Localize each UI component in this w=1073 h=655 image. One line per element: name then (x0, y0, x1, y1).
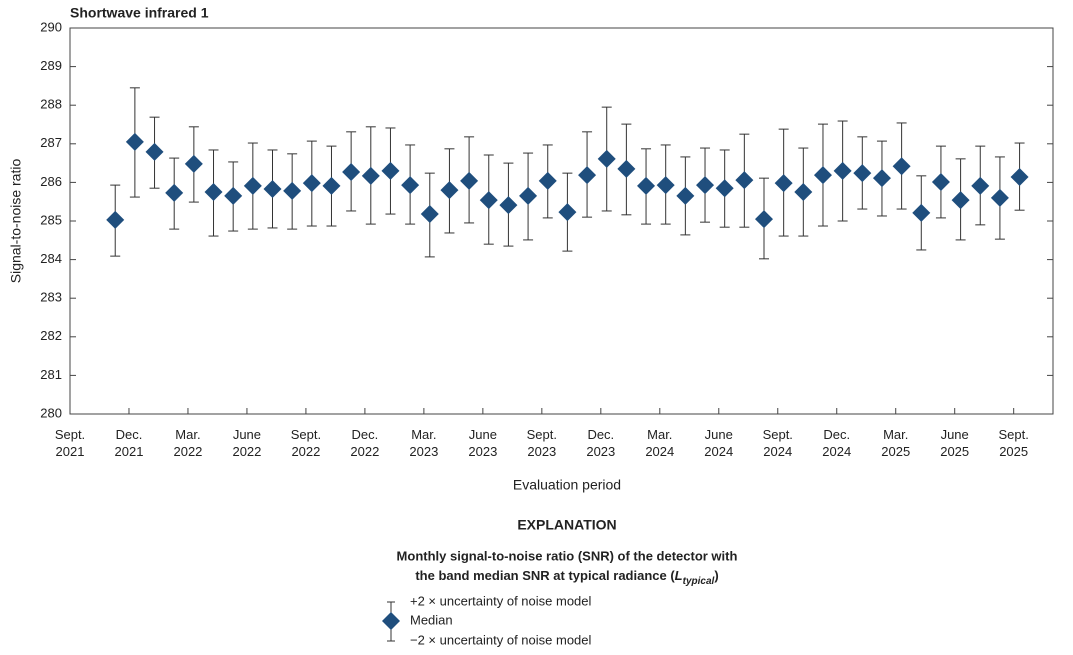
median-marker (833, 161, 852, 180)
x-tick-label: Dec. 2021 (114, 427, 144, 459)
median-marker (951, 191, 970, 210)
median-marker (676, 186, 695, 205)
x-tick-label: Mar. 2022 (173, 427, 203, 459)
legend-description: ) (714, 568, 718, 583)
median-marker (754, 210, 773, 229)
x-tick-label: Mar. 2023 (409, 427, 439, 459)
median-marker (853, 164, 872, 183)
median-marker (558, 203, 577, 222)
x-tick-label: Dec. 2022 (350, 427, 380, 459)
y-tick-label: 289 (40, 58, 62, 73)
x-tick-label: June 2024 (704, 427, 734, 459)
median-marker (912, 203, 931, 222)
x-tick-label: Sept. 2025 (998, 427, 1029, 459)
x-tick-label: Dec. 2024 (822, 427, 852, 459)
y-tick-label: 284 (40, 251, 62, 266)
plot-frame (69, 27, 1054, 415)
y-tick-label: 290 (40, 19, 62, 34)
median-marker (401, 176, 420, 195)
y-tick-label: 280 (40, 405, 62, 420)
median-marker (990, 188, 1009, 207)
x-tick-label: Sept. 2022 (290, 427, 322, 459)
legend-marker (382, 612, 400, 630)
x-tick-label: June 2025 (940, 427, 970, 459)
median-marker (322, 176, 341, 195)
median-marker (892, 157, 911, 176)
legend-description: the band median SNR at typical radiance … (415, 568, 675, 583)
x-tick-label: Sept. 2024 (762, 427, 793, 459)
median-marker (460, 171, 479, 190)
median-marker (597, 149, 616, 168)
median-marker (715, 179, 734, 198)
median-marker (1010, 167, 1029, 186)
median-marker (971, 176, 990, 195)
median-marker (519, 186, 538, 205)
median-marker (617, 159, 636, 178)
y-tick-label: 287 (40, 135, 62, 150)
legend-title: EXPLANATION (517, 517, 616, 533)
x-tick-label: June 2022 (232, 427, 262, 459)
legend-label: +2 × uncertainty of noise model (410, 593, 592, 608)
median-marker (479, 191, 498, 210)
median-marker (813, 166, 832, 185)
median-marker (931, 173, 950, 192)
median-marker (578, 166, 597, 185)
median-marker (243, 176, 262, 195)
median-marker (184, 154, 203, 173)
legend-description: L (675, 568, 683, 583)
median-marker (283, 181, 302, 200)
median-marker (204, 183, 223, 202)
median-marker (106, 210, 125, 229)
y-tick-label: 281 (40, 367, 62, 382)
x-tick-label: Sept. 2021 (54, 427, 86, 459)
y-tick-label: 288 (40, 97, 62, 112)
median-marker (361, 166, 380, 185)
y-tick-label: 282 (40, 328, 62, 343)
median-marker (263, 179, 282, 198)
median-marker (794, 183, 813, 202)
legend-description: Monthly signal-to-noise ratio (SNR) of t… (397, 548, 738, 563)
median-marker (420, 205, 439, 224)
x-tick-label: June 2023 (468, 427, 498, 459)
y-tick-label: 285 (40, 212, 62, 227)
y-tick-label: 286 (40, 174, 62, 189)
median-marker (125, 132, 144, 151)
median-marker (165, 183, 184, 202)
median-marker (538, 171, 557, 190)
x-tick-label: Dec. 2023 (586, 427, 616, 459)
y-tick-label: 283 (40, 290, 62, 305)
x-tick-label: Sept. 2023 (526, 427, 557, 459)
median-marker (145, 142, 164, 161)
y-axis-label: Signal-to-noise ratio (8, 159, 24, 284)
x-tick-label: Mar. 2025 (881, 427, 911, 459)
median-marker (440, 181, 459, 200)
median-marker (774, 174, 793, 193)
median-marker (224, 186, 243, 205)
chart-title: Shortwave infrared 1 (70, 5, 209, 21)
legend-label: Median (410, 612, 453, 627)
legend-description: typical (683, 576, 715, 587)
x-axis-label: Evaluation period (513, 477, 621, 493)
x-tick-label: Mar. 2024 (645, 427, 675, 459)
median-marker (872, 169, 891, 188)
median-marker (342, 162, 361, 181)
legend-description: the band median SNR at typical radiance … (415, 568, 718, 586)
median-marker (302, 174, 321, 193)
median-marker (381, 161, 400, 180)
median-marker (499, 196, 518, 215)
median-marker (637, 176, 656, 195)
legend-label: −2 × uncertainty of noise model (410, 632, 592, 647)
median-marker (735, 171, 754, 190)
median-marker (656, 176, 675, 195)
median-marker (696, 176, 715, 195)
